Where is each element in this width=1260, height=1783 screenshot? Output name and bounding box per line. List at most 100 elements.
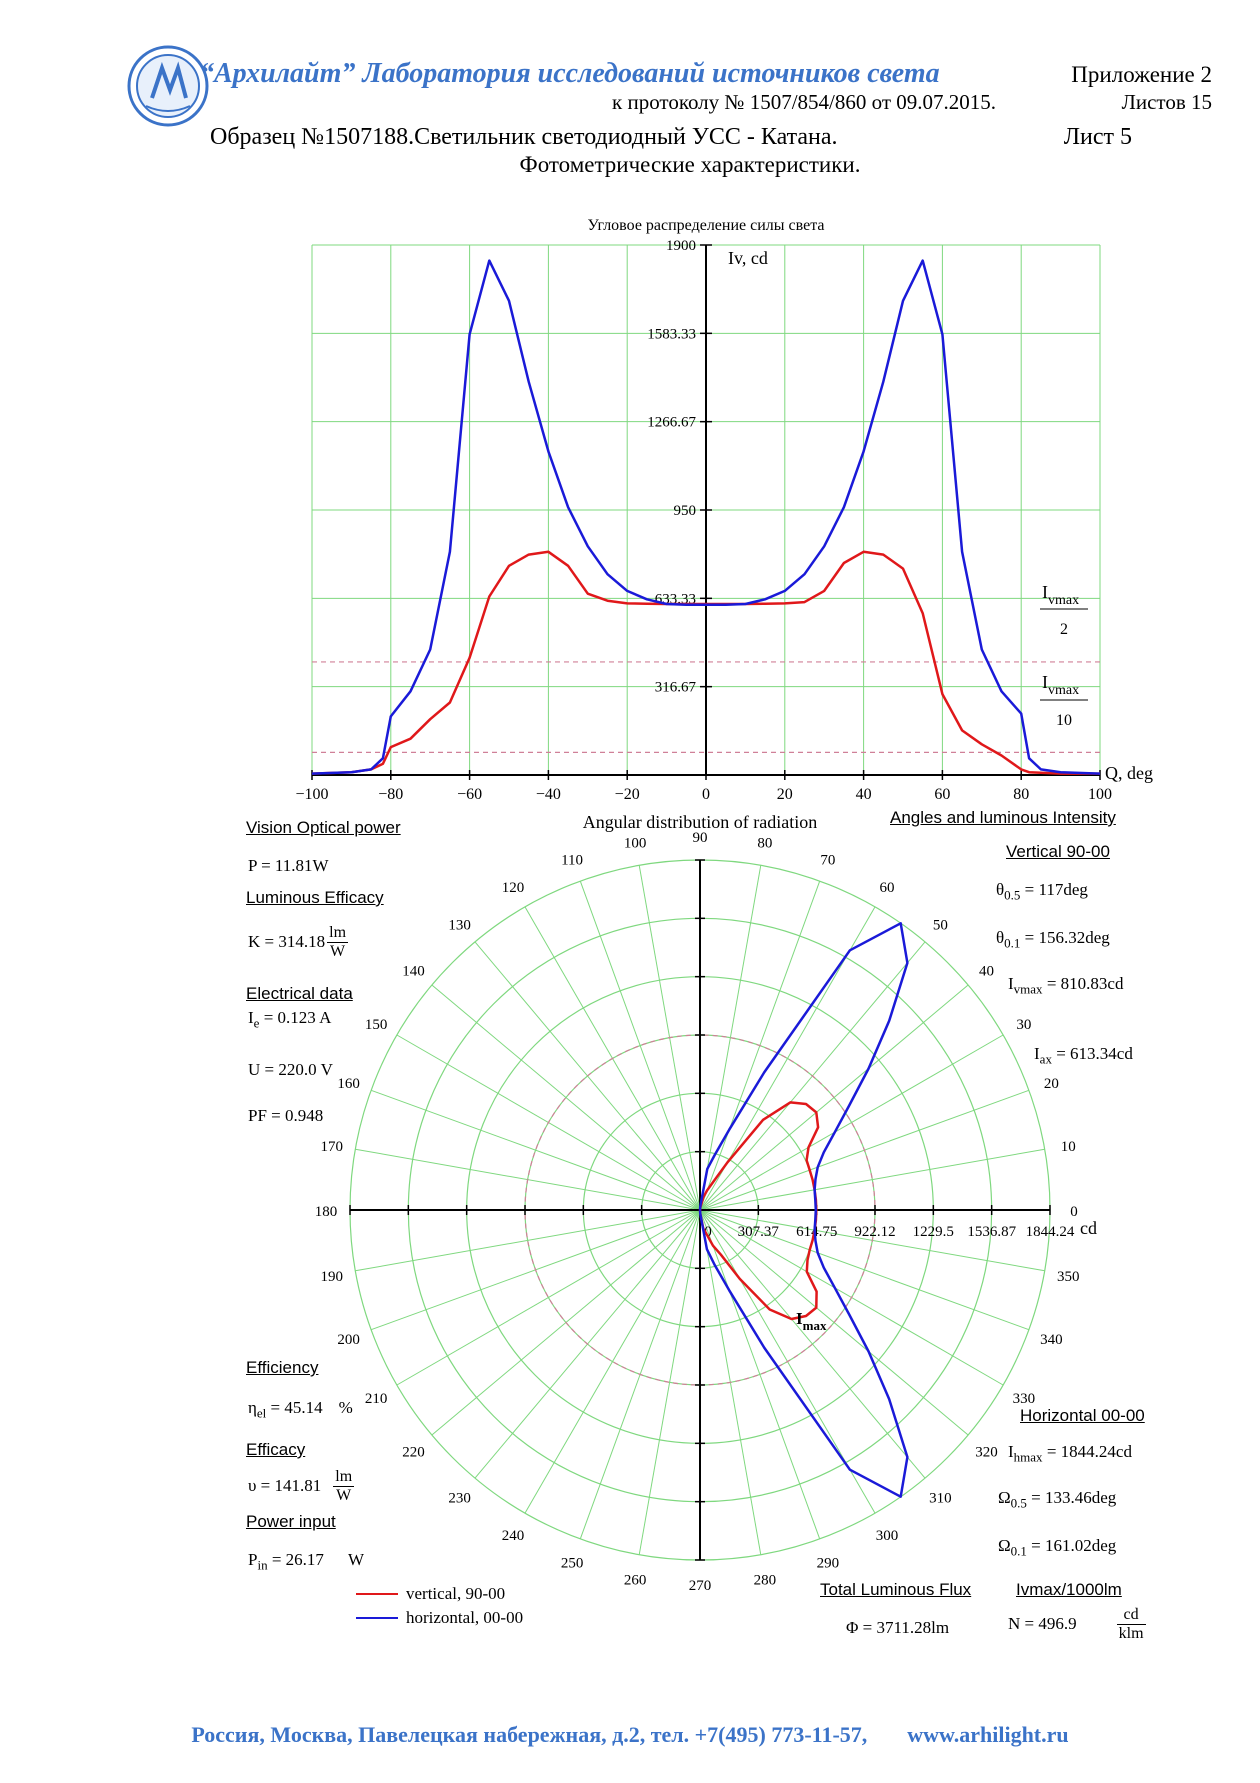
chart-axes [311, 245, 1101, 780]
angle-label: 320 [975, 1444, 998, 1460]
horizontal-heading: Horizontal 00-00 [1020, 1406, 1145, 1425]
theta-tenth-value: θ0.1 = 156.32deg [996, 928, 1110, 951]
polar-spoke [431, 984, 701, 1211]
angle-label: 120 [502, 880, 525, 896]
footer-website[interactable]: www.arhilight.ru [907, 1722, 1069, 1747]
page-footer: Россия, Москва, Павелецкая набережная, д… [0, 1722, 1260, 1748]
angle-label: 260 [624, 1572, 647, 1588]
radial-tick-label: 1229.5 [913, 1224, 954, 1240]
x-tick-labels: −100 −80 −60 −40 −20 0 20 40 60 80 100 [295, 786, 1112, 803]
y-tick-label: 1900 [666, 238, 696, 254]
angle-label: 100 [624, 836, 647, 852]
polar-spoke [699, 1209, 821, 1540]
polar-spoke [638, 1209, 701, 1555]
chart-series [311, 259, 1101, 775]
polar-spoke [699, 865, 762, 1211]
y-tick-label: 1266.67 [647, 415, 696, 431]
angle-label: 70 [820, 853, 835, 869]
angle-label: 0 [1070, 1204, 1078, 1220]
angle-label: 290 [817, 1555, 840, 1571]
ihmax-value: Ihmax = 1844.24cd [1008, 1442, 1132, 1465]
arhilight-logo [126, 44, 210, 128]
y-axis-label: Iv, cd [728, 248, 768, 268]
angle-label: 170 [320, 1139, 343, 1155]
x-tick-label: −60 [457, 786, 482, 803]
angle-label: 180 [315, 1204, 338, 1220]
efficiency-value: ηel = 45.14% [248, 1398, 353, 1421]
half-threshold-label: Ivmax 2 [1040, 582, 1088, 638]
x-tick-label: 80 [1013, 786, 1029, 803]
angle-label: 50 [933, 918, 948, 934]
angle-label: 160 [337, 1076, 360, 1092]
omega-half-value: Ω0.5 = 133.46deg [998, 1488, 1117, 1511]
imax-label: Imax [796, 1309, 827, 1333]
angle-label: 90 [693, 830, 708, 846]
angle-label: 10 [1061, 1139, 1076, 1155]
polar-spoke [370, 1089, 701, 1211]
angular-intensity-chart: Угловое распределение силы света −100 −80… [295, 217, 1153, 803]
angle-label: 30 [1016, 1017, 1031, 1033]
polar-angle-labels: 0 10 20 30 40 50 60 70 80 90 100 110 120 130 140 150 160… [315, 830, 1080, 1594]
angle-label: 80 [757, 836, 772, 852]
polar-title: Angular distribution of radiation [583, 812, 817, 832]
theta-half-value: θ0.5 = 117deg [996, 880, 1088, 903]
sheets-total: Листов 15 [1121, 90, 1212, 114]
page-subtitle: Фотометрические характеристики. [519, 152, 861, 177]
polar-series-line [698, 922, 909, 1498]
x-tick-label: 20 [777, 786, 793, 803]
polar-spoke [355, 1209, 701, 1272]
angle-label: 200 [337, 1332, 360, 1348]
angle-label: 210 [365, 1391, 388, 1407]
radial-tick-label: 1536.87 [967, 1224, 1016, 1240]
radial-tick-label: 922.12 [854, 1224, 895, 1240]
omega-tenth-value: Ω0.1 = 161.02deg [998, 1536, 1117, 1559]
angle-label: 60 [880, 880, 895, 896]
ivmax-per-klm-value: N = 496.9 cd klm [1008, 1606, 1146, 1643]
appendix-label: Приложение 2 [1071, 62, 1212, 87]
x-tick-label: −20 [615, 786, 640, 803]
footer-address: Россия, Москва, Павелецкая набережная, д… [191, 1722, 868, 1747]
chart-title: Угловое распределение силы света [588, 217, 825, 234]
x-tick-label: −80 [378, 786, 403, 803]
angle-label: 310 [929, 1491, 952, 1507]
polar-spoke [699, 1209, 969, 1436]
lab-name: “Архилайт” Лаборатория исследований исто… [200, 58, 940, 89]
legend-item-horizontal: horizontal, 00-00 [356, 1606, 523, 1630]
angle-label: 220 [402, 1444, 425, 1460]
efficacy-value: υ = 141.81 lm W [248, 1468, 355, 1505]
luminous-efficacy-value: K = 314.18 lm W [248, 924, 349, 961]
x-tick-label: 60 [934, 786, 950, 803]
logo-emblem [127, 45, 209, 127]
ivmax-per-klm-heading: Ivmax/1000lm [1016, 1580, 1122, 1599]
angle-label: 150 [365, 1017, 388, 1033]
radial-tick-label: 0 [704, 1224, 712, 1240]
y-tick-label: 950 [674, 503, 697, 519]
vision-optical-power-value: P = 11.81W [248, 856, 329, 875]
polar-spoke [524, 1209, 701, 1514]
angle-label: 230 [448, 1491, 471, 1507]
series-line [311, 259, 1101, 775]
current-value: Ie = 0.123 A [248, 1008, 332, 1031]
x-tick-label: 0 [702, 786, 710, 803]
radial-tick-label: 1844.24 [1026, 1224, 1075, 1240]
angle-label: 340 [1040, 1332, 1063, 1348]
x-tick-label: −40 [536, 786, 561, 803]
angles-intensity-heading: Angles and luminous Intensity [890, 808, 1116, 827]
svg-text:Ivmax: Ivmax [1042, 672, 1079, 698]
polar-spoke [579, 880, 701, 1211]
sheet-number: Лист 5 [1063, 124, 1132, 150]
radial-tick-label: 614.75 [796, 1224, 837, 1240]
power-input-value: Pin = 26.17 W [248, 1550, 364, 1573]
legend-item-vertical: vertical, 90-00 [356, 1582, 523, 1606]
polar-distribution-chart: Angular distribution of radiation 0 10 20 3… [315, 812, 1097, 1594]
iax-value: Iax = 613.34cd [1034, 1044, 1133, 1067]
vision-optical-power-heading: Vision Optical power [246, 818, 401, 837]
protocol-reference: к протоколу № 1507/854/860 от 09.07.2015… [612, 90, 997, 114]
electrical-data-heading: Electrical data [246, 984, 353, 1003]
angle-label: 140 [402, 964, 425, 980]
efficiency-heading: Efficiency [246, 1358, 319, 1377]
angle-label: 330 [1013, 1391, 1036, 1407]
polar-unit: cd [1080, 1218, 1097, 1238]
angle-label: 190 [320, 1269, 343, 1285]
